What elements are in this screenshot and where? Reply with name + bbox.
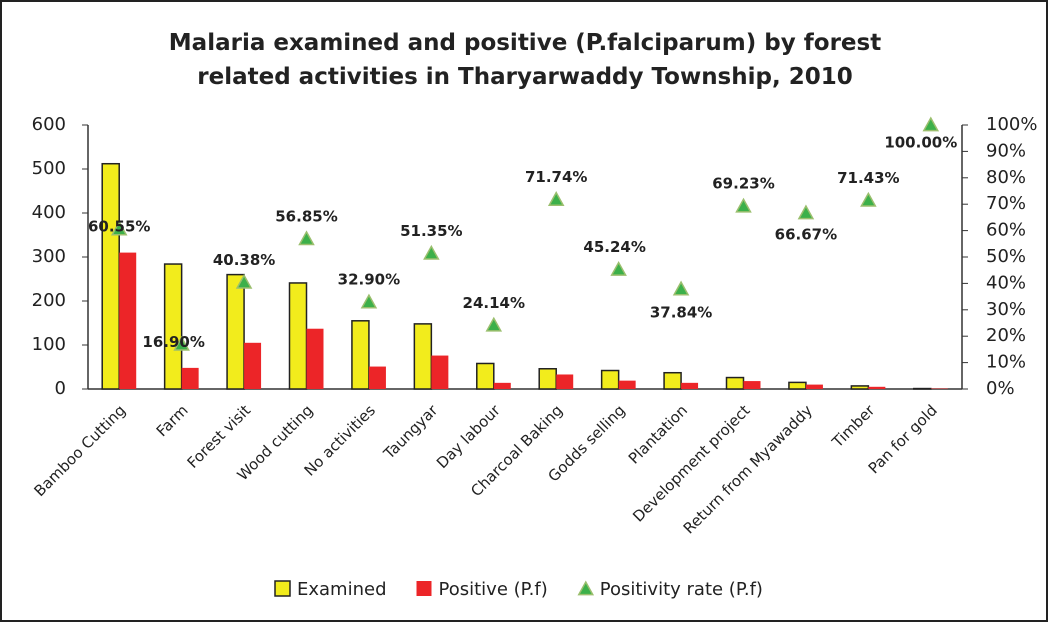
y2-tick-label: 50% — [986, 246, 1026, 267]
x-tick-label: Return from Myawaddy — [680, 401, 816, 537]
bar — [600, 369, 620, 390]
rate-label: 40.38% — [213, 251, 275, 269]
rate-marker — [110, 220, 128, 236]
rate-label: 71.43% — [837, 169, 899, 187]
legend-label: Examined — [297, 579, 387, 600]
x-tick-label: Farm — [153, 401, 192, 440]
bar — [788, 381, 807, 390]
y2-tick-label: 70% — [986, 193, 1026, 214]
rate-marker — [797, 204, 815, 220]
bar — [538, 368, 557, 390]
bar — [288, 282, 308, 390]
rate-marker — [860, 191, 877, 207]
y-tick-label: 600 — [32, 114, 66, 135]
rate-label: 100.00% — [884, 134, 957, 152]
bar — [306, 328, 324, 389]
rate-marker — [610, 261, 627, 276]
bar — [163, 263, 183, 390]
bar — [101, 162, 120, 390]
bar — [850, 385, 870, 390]
bar — [368, 366, 386, 389]
rate-label: 51.35% — [400, 222, 462, 240]
y2-tick-label: 80% — [986, 167, 1026, 188]
rate-marker — [485, 316, 503, 332]
rate-marker — [547, 191, 565, 206]
x-tick-label: Bamboo Cutting — [30, 401, 129, 500]
rate-label: 56.85% — [275, 207, 337, 225]
rate-label: 71.74% — [525, 168, 587, 186]
y2-tick-label: 100% — [986, 114, 1037, 135]
bar — [476, 362, 495, 390]
rate-label: 37.84% — [650, 304, 712, 322]
y-tick-label: 200 — [32, 290, 66, 311]
y-tick-label: 500 — [32, 158, 66, 179]
bar — [805, 384, 823, 389]
y-tick-label: 300 — [32, 246, 66, 267]
legend-label: Positive (P.f) — [439, 579, 548, 600]
x-tick-label: Plantation — [625, 401, 691, 467]
bar — [244, 342, 262, 389]
chart-title: Malaria examined and positive (P.falcipa… — [168, 30, 882, 90]
bar — [663, 371, 682, 390]
bar — [413, 323, 433, 390]
legend-swatch — [274, 580, 291, 597]
bar — [725, 376, 745, 390]
legend-label: Positivity rate (P.f) — [600, 579, 763, 600]
y-tick-label: 0 — [55, 378, 66, 399]
rate-marker — [922, 116, 940, 132]
bar — [181, 367, 199, 389]
bar — [681, 382, 699, 389]
rate-marker — [235, 273, 253, 289]
rate-marker — [298, 230, 315, 246]
rate-marker — [360, 293, 378, 309]
y2-tick-label: 20% — [986, 325, 1026, 346]
y2-tick-label: 60% — [986, 220, 1026, 241]
rate-label: 16.90% — [142, 333, 204, 351]
legend-swatch — [416, 581, 432, 596]
x-tick-label: Taungyar — [379, 401, 442, 464]
rate-label: 66.67% — [775, 225, 837, 243]
rate-label: 24.14% — [463, 294, 525, 312]
bar — [493, 382, 511, 389]
y-tick-label: 400 — [32, 202, 66, 223]
rate-label: 69.23% — [712, 175, 774, 193]
bar — [351, 320, 370, 390]
bar — [119, 252, 137, 389]
y2-tick-label: 40% — [986, 272, 1026, 293]
rate-marker — [735, 197, 752, 213]
bar — [431, 355, 449, 389]
rate-marker — [423, 244, 440, 260]
bar — [556, 374, 574, 389]
legend-swatch — [577, 580, 595, 596]
y2-tick-label: 90% — [986, 140, 1026, 161]
y2-tick-label: 0% — [986, 378, 1015, 399]
bar — [226, 273, 245, 390]
bar — [618, 380, 636, 389]
bar — [868, 386, 886, 389]
x-tick-label: Timber — [828, 401, 879, 452]
rate-label: 45.24% — [583, 238, 645, 256]
rate-marker — [672, 280, 690, 296]
rate-label: 32.90% — [338, 271, 400, 289]
rate-marker — [173, 335, 190, 351]
y-tick-label: 100 — [32, 334, 66, 355]
x-tick-label: Development project — [629, 401, 753, 525]
y2-tick-label: 30% — [986, 299, 1026, 320]
y2-tick-label: 10% — [986, 352, 1026, 373]
rate-label: 60.55% — [88, 218, 150, 236]
bar — [743, 381, 761, 389]
